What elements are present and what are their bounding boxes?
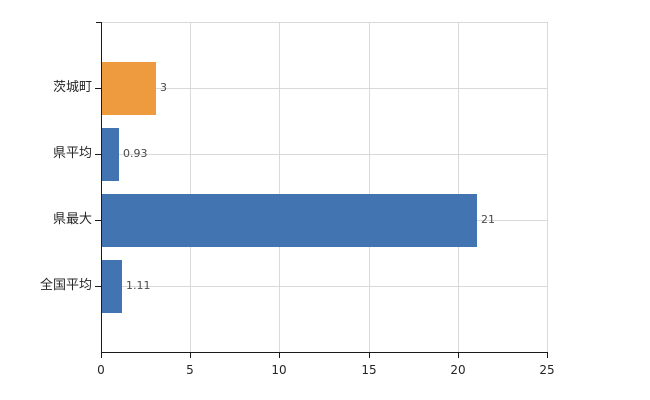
x-axis-tick [101, 352, 102, 358]
gridline-xtick [279, 22, 280, 352]
x-axis-tick-label: 25 [539, 363, 555, 377]
gridline-category [101, 286, 547, 287]
x-axis-tick-label: 0 [97, 363, 105, 377]
y-axis-tick-top [96, 22, 101, 23]
x-axis-tick [547, 352, 548, 358]
category-label-茨城町: 茨城町 [52, 80, 92, 95]
y-axis-tick [95, 220, 101, 221]
x-axis-tick [458, 352, 459, 358]
bar-茨城町 [102, 62, 156, 115]
category-label-県平均: 県平均 [52, 146, 92, 161]
bar-県最大 [102, 194, 477, 247]
x-axis-tick [279, 352, 280, 358]
x-axis [101, 352, 548, 353]
gridline-xtick [458, 22, 459, 352]
bar-value-label: 1.11 [126, 279, 151, 292]
x-axis-tick-label: 10 [271, 363, 287, 377]
bar-県平均 [102, 128, 119, 181]
x-axis-tick [190, 352, 191, 358]
gridline-xtick [190, 22, 191, 352]
gridline-top [101, 22, 547, 23]
gridline-category [101, 154, 547, 155]
bar-value-label: 3 [160, 81, 167, 94]
category-label-全国平均: 全国平均 [39, 278, 92, 293]
x-axis-tick [369, 352, 370, 358]
gridline-category [101, 88, 547, 89]
category-label-県最大: 県最大 [52, 212, 92, 227]
gridline-xtick [369, 22, 370, 352]
y-axis [101, 22, 102, 353]
bar-全国平均 [102, 260, 122, 313]
gridline-xtick [547, 22, 548, 352]
x-axis-tick-label: 15 [361, 363, 377, 377]
y-axis-tick [95, 154, 101, 155]
y-axis-tick [95, 88, 101, 89]
x-axis-tick-label: 20 [450, 363, 466, 377]
bar-value-label: 21 [481, 213, 495, 226]
x-axis-tick-label: 5 [186, 363, 194, 377]
y-axis-tick [95, 286, 101, 287]
bar-value-label: 0.93 [123, 147, 148, 160]
